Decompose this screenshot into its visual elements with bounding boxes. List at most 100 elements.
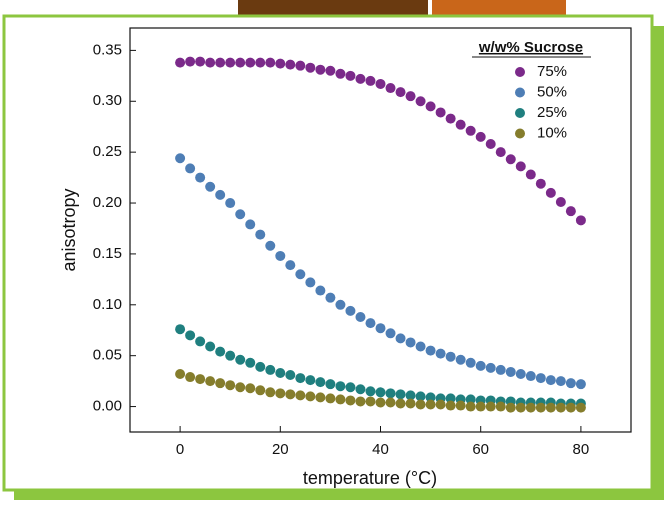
- data-point: [275, 367, 286, 378]
- x-tick-label: 0: [176, 441, 184, 458]
- data-point: [365, 318, 376, 329]
- data-point: [485, 139, 496, 150]
- data-point: [405, 91, 416, 102]
- data-point: [505, 366, 516, 377]
- data-point: [205, 57, 216, 68]
- data-point: [555, 402, 566, 413]
- photo-strip: [238, 0, 428, 18]
- data-point: [215, 346, 226, 357]
- data-point: [485, 362, 496, 373]
- data-point: [465, 401, 476, 412]
- data-point: [255, 361, 266, 372]
- data-point: [265, 240, 276, 251]
- x-tick-label: 20: [272, 441, 289, 458]
- data-point: [175, 153, 186, 164]
- legend-marker: [515, 87, 525, 98]
- legend-title: w/w% Sucrose: [478, 39, 583, 56]
- data-point: [375, 78, 386, 89]
- data-point: [575, 379, 586, 390]
- data-point: [185, 372, 196, 383]
- data-point: [435, 348, 446, 359]
- data-point: [365, 386, 376, 397]
- data-point: [305, 375, 316, 386]
- data-point: [395, 398, 406, 409]
- data-point: [205, 341, 216, 352]
- data-point: [325, 379, 336, 390]
- data-point: [215, 189, 226, 200]
- y-tick-label: 0.00: [93, 398, 122, 415]
- data-point: [405, 390, 416, 401]
- data-point: [475, 401, 486, 412]
- data-point: [255, 229, 266, 240]
- data-point: [415, 96, 426, 107]
- data-point: [215, 378, 226, 389]
- data-point: [245, 219, 256, 230]
- data-point: [195, 172, 206, 183]
- x-tick-label: 80: [573, 441, 590, 458]
- data-point: [455, 354, 466, 365]
- data-point: [535, 373, 546, 384]
- data-point: [355, 396, 366, 407]
- data-point: [525, 402, 536, 413]
- data-point: [305, 62, 316, 73]
- data-point: [235, 57, 246, 68]
- data-point: [445, 400, 456, 411]
- data-point: [335, 381, 346, 392]
- x-tick-label: 40: [372, 441, 389, 458]
- data-point: [305, 391, 316, 402]
- data-point: [325, 65, 336, 76]
- data-point: [525, 169, 536, 180]
- y-tick-label: 0.35: [93, 41, 122, 58]
- data-point: [355, 384, 366, 395]
- legend-marker: [515, 67, 525, 77]
- data-point: [285, 260, 296, 271]
- data-point: [405, 398, 416, 409]
- data-point: [345, 70, 356, 81]
- data-point: [345, 395, 356, 406]
- data-point: [485, 401, 496, 412]
- legend-label: 10%: [537, 124, 567, 141]
- data-point: [255, 57, 266, 68]
- data-point: [505, 402, 516, 413]
- data-point: [455, 119, 466, 130]
- data-point: [475, 360, 486, 371]
- data-point: [185, 330, 196, 341]
- data-point: [315, 392, 326, 403]
- data-point: [365, 396, 376, 407]
- data-point: [275, 58, 286, 69]
- data-point: [275, 388, 286, 399]
- data-point: [575, 402, 586, 413]
- data-point: [545, 187, 556, 198]
- data-point: [325, 292, 336, 303]
- data-point: [515, 402, 526, 413]
- y-tick-label: 0.10: [93, 296, 122, 313]
- data-point: [265, 57, 276, 68]
- legend-label: 50%: [537, 83, 567, 100]
- data-point: [385, 388, 396, 399]
- data-point: [315, 64, 326, 75]
- y-tick-label: 0.20: [93, 194, 122, 211]
- data-point: [335, 299, 346, 310]
- data-point: [265, 387, 276, 398]
- y-tick-label: 0.15: [93, 245, 122, 262]
- y-tick-label: 0.05: [93, 347, 122, 364]
- data-point: [315, 285, 326, 296]
- data-point: [225, 380, 236, 391]
- x-tick-label: 60: [472, 441, 489, 458]
- data-point: [575, 215, 586, 226]
- data-point: [355, 312, 366, 323]
- data-point: [285, 389, 296, 400]
- y-tick-label: 0.25: [93, 143, 122, 160]
- data-point: [235, 209, 246, 220]
- data-point: [385, 83, 396, 94]
- data-point: [445, 351, 456, 362]
- data-point: [545, 375, 556, 386]
- data-point: [375, 387, 386, 398]
- data-point: [395, 333, 406, 344]
- data-point: [435, 107, 446, 118]
- data-point: [535, 402, 546, 413]
- data-point: [405, 337, 416, 348]
- data-point: [425, 399, 436, 410]
- data-point: [335, 394, 346, 405]
